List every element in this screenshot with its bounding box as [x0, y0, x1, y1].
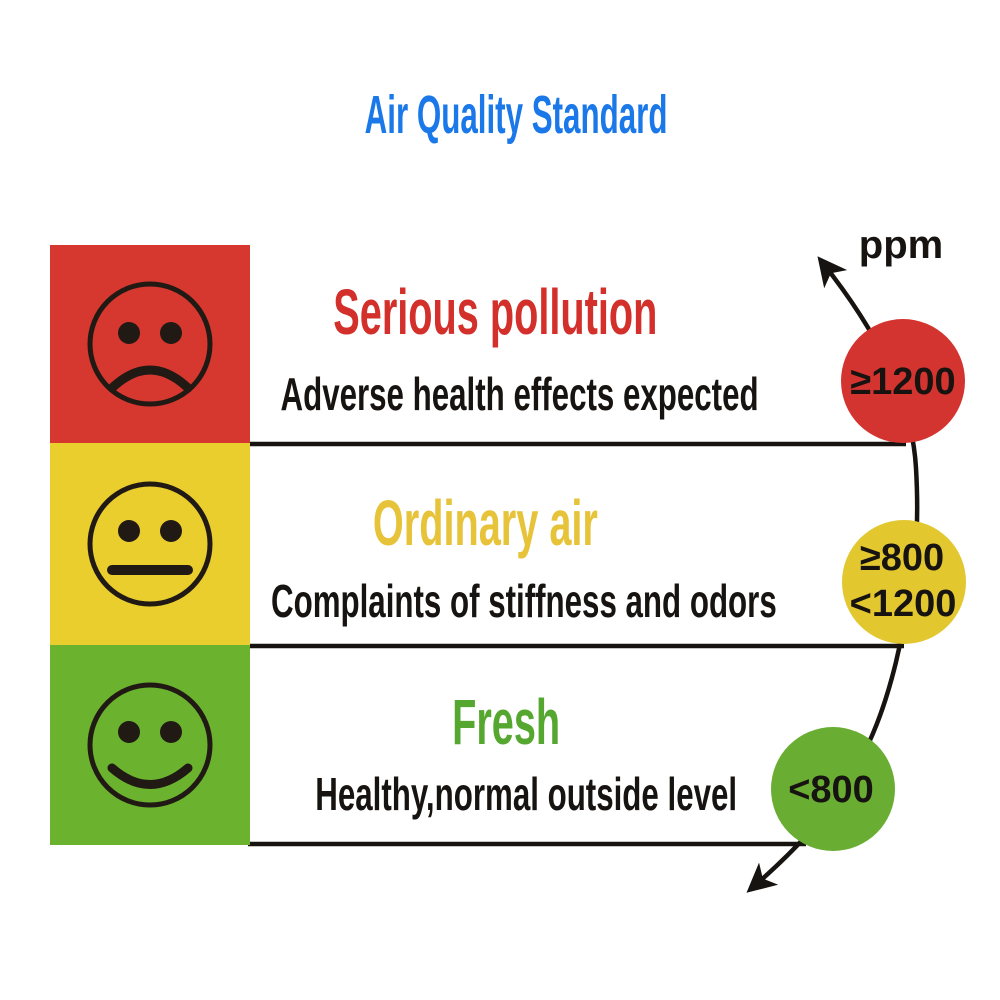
ordinary-level-subtitle: Complaints of stiffness and odors: [271, 575, 777, 627]
serious-level-title: Serious pollution: [332, 276, 658, 348]
face-outline: [87, 682, 213, 808]
ordinary-level-title: Ordinary air: [372, 487, 598, 559]
neutral-face-icon: [87, 481, 213, 607]
ordinary-range-circle: [842, 520, 966, 644]
fresh-level-subtitle: Healthy,normal outside level: [315, 768, 737, 820]
fresh-level-title: Fresh: [451, 686, 561, 758]
left-eye: [118, 721, 140, 743]
page-title: Air Quality Standard: [364, 85, 668, 145]
frown-mouth: [107, 365, 193, 393]
face-outline: [87, 281, 213, 407]
ordinary-range-value-line2: <1200: [850, 583, 957, 625]
sad-face-icon: [87, 281, 213, 407]
face-outline: [87, 481, 213, 607]
right-eye: [160, 721, 182, 743]
traffic-light-column: [50, 245, 250, 845]
ordinary-block: [50, 443, 250, 645]
serious-range-value: ≥1200: [850, 361, 955, 403]
fresh-range-badge: <800: [771, 727, 895, 851]
ppm-unit-label: ppm: [859, 223, 943, 267]
left-eye: [118, 322, 140, 344]
serious-range-badge: ≥1200: [841, 319, 965, 443]
ordinary-range-value-line1: ≥800: [860, 537, 944, 579]
serious-level-subtitle: Adverse health effects expected: [280, 368, 760, 420]
serious-block: [50, 245, 250, 443]
right-eye: [160, 520, 182, 542]
right-eye: [160, 322, 182, 344]
left-eye: [118, 520, 140, 542]
ordinary-range-badge: ≥800 <1200: [842, 520, 966, 644]
smile-mouth: [107, 763, 193, 789]
serious-range-circle: [841, 319, 965, 443]
fresh-range-value: <800: [788, 769, 874, 811]
fresh-block: [50, 645, 250, 845]
happy-face-icon: [87, 682, 213, 808]
fresh-range-circle: [771, 727, 895, 851]
